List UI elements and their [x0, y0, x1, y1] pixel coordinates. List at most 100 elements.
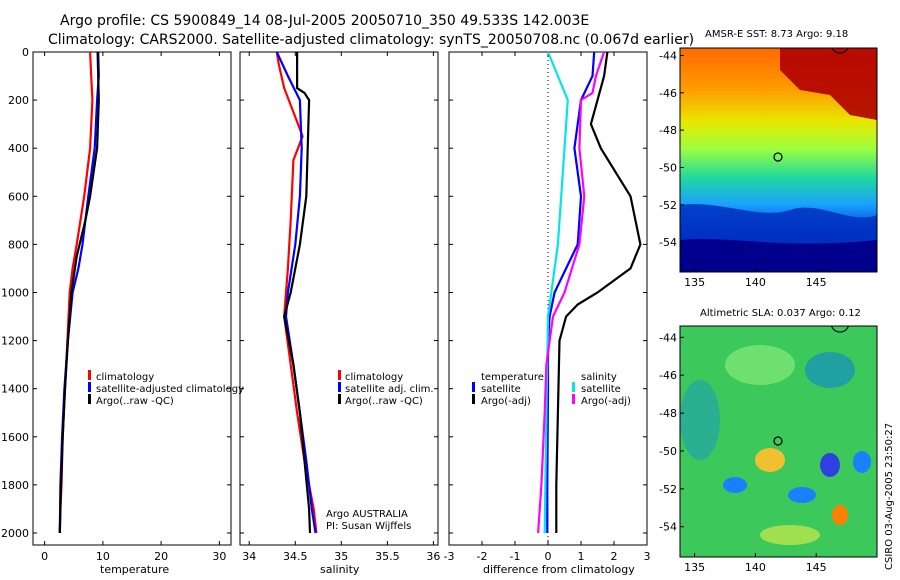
legend-label-argo: Argo(..raw -QC)	[345, 396, 423, 407]
x-tick-label: 34.5	[283, 550, 308, 563]
legend-label-climatology: climatology	[96, 372, 154, 383]
y-tick-label: 1600	[1, 431, 29, 444]
salinity-lines	[275, 51, 318, 534]
argo-location-marker	[773, 152, 783, 162]
sla-blob-4	[760, 525, 820, 545]
sla-map-panel: Altimetric SLA: 0.037 Argo: 0.12 135 140 1…	[659, 308, 878, 574]
sst-map-panel: AMSR-E SST: 8.73 Argo: 9.18 135 140 145 -44…	[659, 29, 878, 289]
sla-cool-blob-3	[820, 453, 840, 477]
salinity-xlabel: salinity	[320, 563, 360, 576]
x-tick-label: 20	[154, 550, 168, 563]
series-line-temperature-argo-adj	[555, 51, 642, 533]
series-line-salinity-argo-adj	[537, 51, 606, 534]
y-tick-label: 0	[22, 46, 29, 59]
temperature-lines	[58, 51, 100, 534]
argo-location-marker	[773, 436, 783, 446]
series-line-temperature-satellite	[546, 51, 596, 533]
legend-swatch-argo	[88, 394, 91, 404]
y-tick-label: 800	[8, 238, 29, 251]
map-y-tick-label: -44	[659, 331, 677, 344]
map-y-tick-label: -48	[659, 407, 677, 420]
x-tick-label: -2	[477, 550, 488, 563]
temperature-panel: 0 10 20 30 0 200 400 600 800 1000 1200 1400 1600 1800…	[1, 46, 244, 576]
difference-lines	[537, 51, 642, 534]
x-tick-label: 34	[242, 550, 256, 563]
legend-swatch-temp-satellite	[472, 382, 475, 392]
x-tick-label: 36	[426, 550, 440, 563]
salinity-ticks: 34 34.5 35 35.5 36	[240, 51, 440, 563]
y-tick-label: 1400	[1, 383, 29, 396]
sla-blob-1	[725, 345, 795, 385]
difference-xlabel: difference from climatology	[483, 563, 635, 576]
x-tick-label: -3	[444, 550, 455, 563]
annotation-argo-australia: Argo AUSTRALIA	[326, 509, 408, 520]
y-tick-label: 1800	[1, 479, 29, 492]
x-tick-label: 0	[545, 550, 552, 563]
legend-swatch-sal-satellite	[572, 382, 575, 392]
map-y-tick-label: -50	[659, 161, 677, 174]
annotation-pi: PI: Susan Wijffels	[326, 521, 411, 532]
sla-cool-blob-2	[788, 487, 816, 503]
legend-swatch-satellite	[338, 382, 341, 392]
map-y-tick-label: -48	[659, 124, 677, 137]
legend-label-sal-argo: Argo(-adj)	[581, 396, 631, 407]
x-tick-label: 1	[578, 550, 585, 563]
sla-heatmap	[680, 326, 877, 557]
legend-swatch-satellite	[88, 382, 91, 392]
temperature-legend: climatology satellite-adjusted climatolo…	[88, 370, 244, 407]
sst-deep-cold	[680, 238, 877, 272]
sla-cool-blob-1	[723, 477, 747, 493]
map-x-tick-label: 140	[745, 561, 766, 574]
legend-swatch-climatology	[338, 370, 341, 380]
map-x-tick-label: 145	[806, 276, 827, 289]
sst-map-title: AMSR-E SST: 8.73 Argo: 9.18	[705, 29, 848, 40]
x-tick-label: 30	[212, 550, 226, 563]
salinity-legend: climatology satellite adj. clim. Argo(..…	[338, 370, 434, 407]
series-line-argo-raw-qc	[58, 51, 100, 534]
legend-header-salinity: salinity	[581, 372, 617, 383]
difference-legend: temperature satellite Argo(-adj) salinit…	[472, 372, 631, 407]
legend-swatch-climatology	[88, 370, 91, 380]
sla-map-frame	[679, 325, 878, 558]
map-y-tick-label: -54	[659, 521, 677, 534]
map-y-tick-label: -44	[659, 49, 677, 62]
sla-cool-blob-4	[853, 451, 871, 473]
salinity-axes-frame	[239, 51, 439, 546]
map-x-tick-label: 145	[806, 561, 827, 574]
sla-map-ticks: 135 140 145 -44 -46 -48 -50 -52 -54	[659, 331, 827, 574]
series-line-salinity-satellite	[543, 51, 569, 534]
difference-ticks: -3 -2 -1 0 1 2 3	[444, 51, 651, 563]
y-tick-label: 2000	[1, 527, 29, 540]
y-tick-label: 1000	[1, 286, 29, 299]
x-tick-label: 35.5	[375, 550, 400, 563]
legend-swatch-sal-argo	[572, 394, 575, 404]
legend-label-climatology: climatology	[345, 372, 403, 383]
x-tick-label: 2	[611, 550, 618, 563]
legend-label-temp-satellite: satellite	[481, 384, 521, 395]
figure-title-line2: Climatology: CARS2000. Satellite-adjuste…	[48, 32, 694, 48]
map-x-tick-label: 140	[745, 276, 766, 289]
temperature-axes-frame	[32, 51, 232, 546]
sst-warm-core	[780, 48, 877, 120]
map-y-tick-label: -52	[659, 199, 677, 212]
series-line-satellite-adj-clim	[275, 51, 317, 534]
legend-label-satellite: satellite-adjusted climatology	[96, 384, 244, 395]
map-x-tick-label: 135	[684, 276, 705, 289]
series-line-satellite-adjusted-climatology	[58, 51, 100, 534]
sla-blob-3	[805, 352, 855, 388]
sst-map-frame	[679, 47, 878, 273]
salinity-panel: 34 34.5 35 35.5 36 salinity climatology sate…	[239, 51, 440, 576]
footer-credit: CSIRO 03-Aug-2005 23:50:27	[884, 423, 895, 570]
sst-heatmap	[680, 48, 877, 272]
series-line-climatology	[58, 51, 94, 534]
legend-label-temp-argo: Argo(-adj)	[481, 396, 531, 407]
legend-label-sal-satellite: satellite	[581, 384, 621, 395]
map-y-tick-label: -46	[659, 87, 677, 100]
y-tick-label: 1200	[1, 335, 29, 348]
x-tick-label: 0	[41, 550, 48, 563]
series-line-climatology	[275, 51, 318, 534]
sst-map-ticks: 135 140 145 -44 -46 -48 -50 -52 -54	[659, 49, 827, 289]
map-x-tick-label: 135	[684, 561, 705, 574]
y-tick-label: 200	[8, 94, 29, 107]
map-y-tick-label: -54	[659, 236, 677, 249]
